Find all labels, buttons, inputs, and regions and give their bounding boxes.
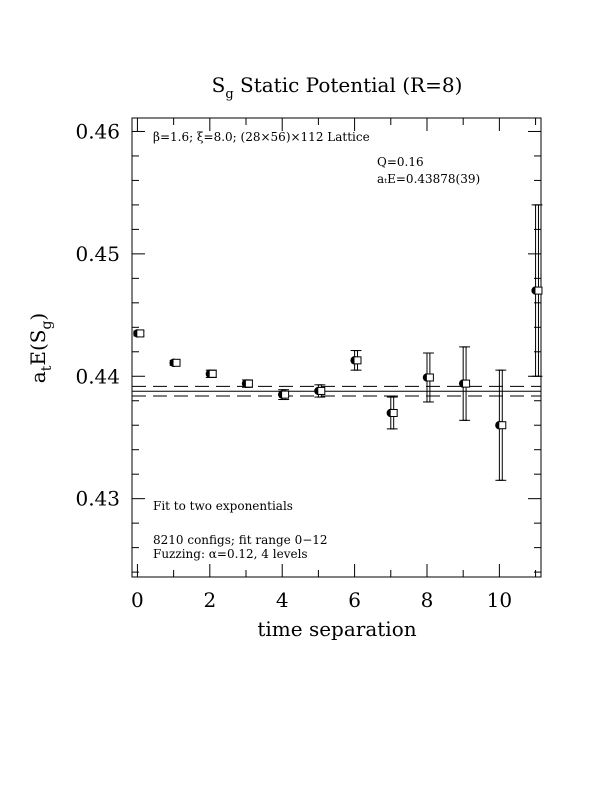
y-axis-label-main: a xyxy=(26,371,50,383)
chart-title-main: S xyxy=(212,73,226,97)
y-tick-label: 0.44 xyxy=(75,364,120,388)
y-axis-label-sub2: g xyxy=(39,321,55,330)
data-point-square xyxy=(353,356,362,365)
chart-title: Sg Static Potential (R=8) xyxy=(212,73,463,102)
y-axis-label-mid: E(S xyxy=(26,330,50,366)
data-point-square xyxy=(208,369,217,378)
plot-frame xyxy=(131,117,542,578)
data-point-square xyxy=(244,379,253,388)
data-point-square xyxy=(317,386,326,395)
data-point-square xyxy=(425,373,434,382)
x-tick-label: 2 xyxy=(203,588,216,612)
data-point-square xyxy=(136,329,145,338)
q-annotation: Q=0.16 xyxy=(377,155,424,169)
chart-title-rest: Static Potential (R=8) xyxy=(234,73,463,97)
chart-title-sub: g xyxy=(225,87,233,102)
y-axis-label: atE(Sg) xyxy=(26,313,55,383)
x-tick-label: 8 xyxy=(421,588,434,612)
data-point-square xyxy=(389,408,398,417)
x-tick-label: 4 xyxy=(276,588,289,612)
data-point-square xyxy=(281,390,290,399)
x-tick-label: 10 xyxy=(487,588,512,612)
data-point-square xyxy=(498,421,507,430)
y-axis-label-sub1: t xyxy=(39,365,55,371)
fuzzing-annotation: Fuzzing: α=0.12, 4 levels xyxy=(153,547,308,561)
data-point-square xyxy=(172,358,181,367)
x-axis-label: time separation xyxy=(257,617,416,641)
y-axis-label-end: ) xyxy=(26,313,50,321)
x-tick-label: 6 xyxy=(348,588,361,612)
data-point-square xyxy=(534,286,543,295)
energy-annotation: aₜE=0.43878(39) xyxy=(377,172,480,186)
y-tick-label: 0.43 xyxy=(75,487,120,511)
y-tick-label: 0.46 xyxy=(75,119,120,143)
y-tick-label: 0.45 xyxy=(75,242,120,266)
plot-layer: 0 2 4 6 8 10 0.43 0.44 0.45 0.46 xyxy=(75,117,543,612)
data-point-square xyxy=(462,379,471,388)
fit-annotation: Fit to two exponentials xyxy=(153,499,293,513)
configs-annotation: 8210 configs; fit range 0−12 xyxy=(153,533,328,547)
lattice-annotation: β=1.6; ξ=8.0; (28×56)×112 Lattice xyxy=(153,130,370,144)
x-tick-label: 0 xyxy=(131,588,144,612)
